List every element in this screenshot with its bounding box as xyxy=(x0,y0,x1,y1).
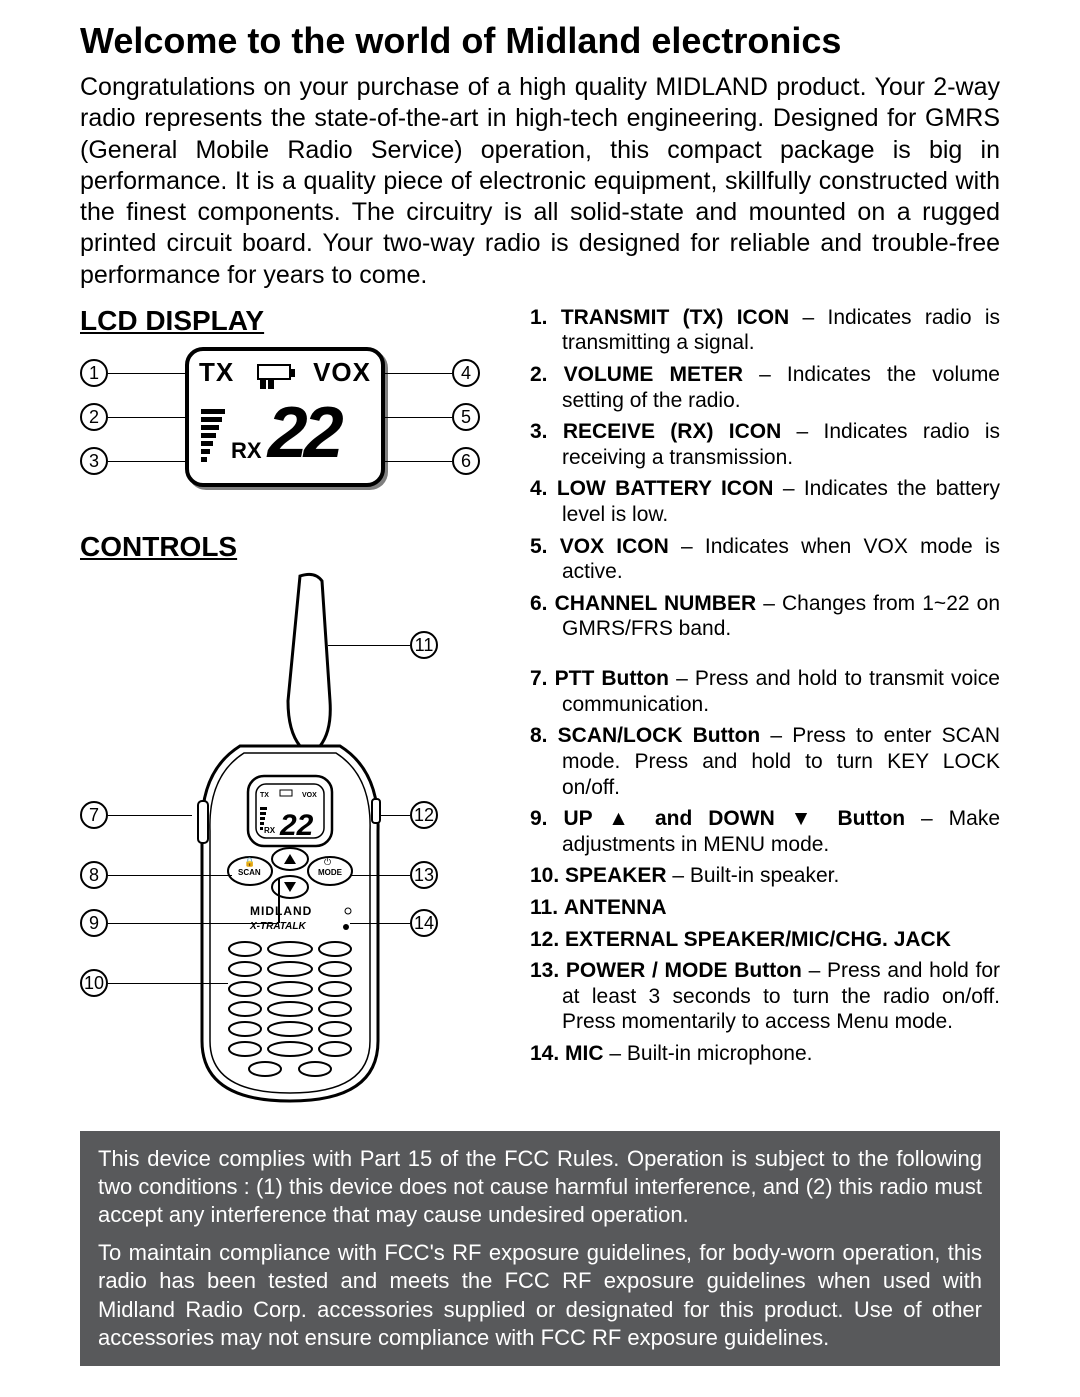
svg-text:RX: RX xyxy=(264,826,276,835)
page-title: Welcome to the world of Midland electron… xyxy=(80,20,1000,62)
callout-line xyxy=(380,815,410,817)
radio-illustration: TX VOX RX 22 xyxy=(180,571,400,1111)
tx-icon-label: TX xyxy=(199,357,234,388)
feature-list: 1. TRANSMIT (TX) ICON – Indicates radio … xyxy=(530,305,1000,1067)
volume-meter-icon xyxy=(201,409,225,462)
svg-text:⏻: ⏻ xyxy=(324,857,331,867)
fcc-notice: This device complies with Part 15 of the… xyxy=(80,1131,1000,1366)
fcc-paragraph: To maintain compliance with FCC's RF exp… xyxy=(98,1239,982,1352)
callout-4: 4 xyxy=(452,359,480,387)
svg-text:🔒: 🔒 xyxy=(244,857,255,867)
callout-line xyxy=(385,417,452,419)
callout-line xyxy=(108,983,228,985)
callout-7: 7 xyxy=(80,801,108,829)
callout-line xyxy=(328,645,410,647)
battery-icon xyxy=(257,364,291,380)
svg-text:MIDLAND: MIDLAND xyxy=(250,904,312,918)
feature-item: 1. TRANSMIT (TX) ICON – Indicates radio … xyxy=(530,305,1000,356)
feature-item: 9. UP ▲ and DOWN ▼ Button – Make adjustm… xyxy=(530,806,1000,857)
vox-icon-label: VOX xyxy=(313,357,371,388)
svg-text:22: 22 xyxy=(279,809,314,842)
feature-item: 6. CHANNEL NUMBER – Changes from 1~22 on… xyxy=(530,591,1000,642)
callout-line xyxy=(385,373,452,375)
callout-6: 6 xyxy=(452,447,480,475)
callout-line xyxy=(108,923,278,925)
lcd-screen: TX VOX xyxy=(185,347,385,487)
feature-item: 8. SCAN/LOCK Button – Press to enter SCA… xyxy=(530,723,1000,800)
callout-line xyxy=(108,875,232,877)
callout-13: 13 xyxy=(410,861,438,889)
callout-11: 11 xyxy=(410,631,438,659)
callout-1: 1 xyxy=(80,359,108,387)
callout-12: 12 xyxy=(410,801,438,829)
callout-line xyxy=(108,373,185,375)
feature-item: 13. POWER / MODE Button – Press and hold… xyxy=(530,958,1000,1035)
callout-line xyxy=(385,461,452,463)
feature-item: 14. MIC – Built-in microphone. xyxy=(530,1041,1000,1067)
callout-3: 3 xyxy=(80,447,108,475)
callout-9: 9 xyxy=(80,909,108,937)
callout-line xyxy=(108,417,185,419)
callout-line xyxy=(108,461,185,463)
callout-line xyxy=(108,815,192,817)
callout-14: 14 xyxy=(410,909,438,937)
svg-text:TX: TX xyxy=(260,792,269,799)
feature-item: 10. SPEAKER – Built-in speaker. xyxy=(530,863,1000,889)
feature-item: 2. VOLUME METER – Indicates the volume s… xyxy=(530,362,1000,413)
callout-10: 10 xyxy=(80,969,108,997)
intro-paragraph: Congratulations on your purchase of a hi… xyxy=(80,72,1000,291)
svg-text:VOX: VOX xyxy=(302,792,317,799)
fcc-paragraph: This device complies with Part 15 of the… xyxy=(98,1145,982,1229)
callout-line xyxy=(350,923,410,925)
svg-text:SCAN: SCAN xyxy=(238,868,261,877)
lcd-heading: LCD DISPLAY xyxy=(80,305,510,337)
callout-8: 8 xyxy=(80,861,108,889)
callout-line xyxy=(350,875,410,877)
channel-number: 22 xyxy=(268,401,340,466)
feature-item: 12. EXTERNAL SPEAKER/MIC/CHG. JACK xyxy=(530,927,1000,953)
feature-item: 5. VOX ICON – Indicates when VOX mode is… xyxy=(530,534,1000,585)
svg-text:MODE: MODE xyxy=(318,868,343,877)
feature-item: 4. LOW BATTERY ICON – Indicates the batt… xyxy=(530,476,1000,527)
feature-item: 11. ANTENNA xyxy=(530,895,1000,921)
feature-item: 7. PTT Button – Press and hold to transm… xyxy=(530,666,1000,717)
controls-diagram: TX VOX RX 22 xyxy=(80,571,480,1111)
lcd-diagram: 1 2 3 4 5 6 TX xyxy=(80,345,480,515)
controls-heading: CONTROLS xyxy=(80,531,510,563)
callout-2: 2 xyxy=(80,403,108,431)
feature-item: 3. RECEIVE (RX) ICON – Indicates radio i… xyxy=(530,419,1000,470)
callout-line xyxy=(278,879,280,923)
spacer xyxy=(530,648,1000,660)
callout-5: 5 xyxy=(452,403,480,431)
rx-icon-label: RX xyxy=(231,438,262,464)
